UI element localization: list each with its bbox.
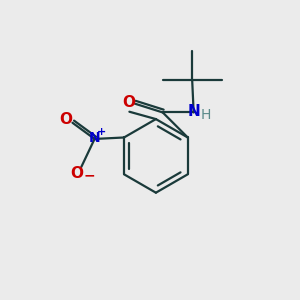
Text: +: + [96,128,106,137]
Text: N: N [187,104,200,119]
Text: O: O [59,112,73,127]
Text: N: N [89,131,100,146]
Text: O: O [122,95,135,110]
Text: H: H [201,108,211,122]
Text: O: O [70,166,83,181]
Text: −: − [84,169,95,183]
